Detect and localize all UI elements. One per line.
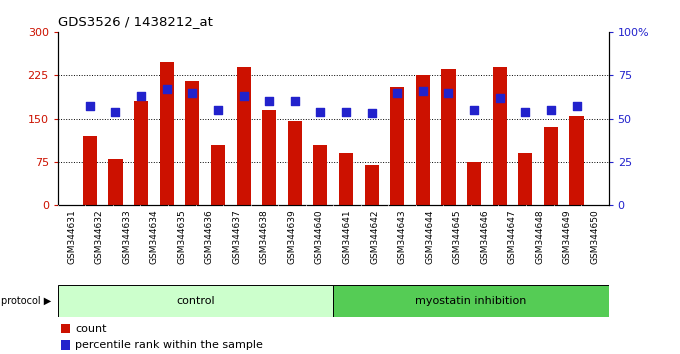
- Text: GSM344640: GSM344640: [315, 210, 324, 264]
- Bar: [518, 153, 532, 205]
- Point: [110, 109, 121, 114]
- Text: GSM344633: GSM344633: [122, 210, 131, 264]
- Bar: [415, 75, 430, 205]
- Text: GSM344631: GSM344631: [67, 210, 76, 264]
- FancyBboxPatch shape: [333, 285, 609, 317]
- Text: GSM344644: GSM344644: [425, 210, 434, 264]
- Point: [264, 98, 275, 104]
- Point: [443, 90, 454, 96]
- Point: [315, 109, 326, 114]
- Point: [469, 107, 479, 113]
- Point: [392, 90, 403, 96]
- Point: [571, 104, 582, 109]
- FancyBboxPatch shape: [58, 285, 333, 317]
- Bar: [544, 127, 558, 205]
- Text: GSM344650: GSM344650: [590, 210, 599, 264]
- Bar: [339, 153, 353, 205]
- Text: myostatin inhibition: myostatin inhibition: [415, 296, 526, 306]
- Text: GSM344635: GSM344635: [177, 210, 186, 264]
- Bar: [211, 144, 225, 205]
- Bar: [569, 116, 583, 205]
- Text: control: control: [176, 296, 215, 306]
- Text: count: count: [75, 324, 107, 333]
- Bar: [390, 87, 405, 205]
- Point: [187, 90, 198, 96]
- Point: [84, 104, 95, 109]
- Bar: [108, 159, 122, 205]
- Bar: [313, 144, 328, 205]
- Bar: [185, 81, 199, 205]
- Bar: [237, 67, 251, 205]
- Point: [136, 93, 147, 99]
- Text: GSM344634: GSM344634: [150, 210, 158, 264]
- Text: GSM344649: GSM344649: [563, 210, 572, 264]
- Text: percentile rank within the sample: percentile rank within the sample: [75, 340, 263, 350]
- Text: protocol ▶: protocol ▶: [1, 296, 52, 306]
- Bar: [83, 136, 97, 205]
- Point: [520, 109, 530, 114]
- Bar: [61, 324, 71, 333]
- Text: GSM344645: GSM344645: [453, 210, 462, 264]
- Text: GSM344636: GSM344636: [205, 210, 214, 264]
- Text: GSM344639: GSM344639: [288, 210, 296, 264]
- Text: GDS3526 / 1438212_at: GDS3526 / 1438212_at: [58, 15, 213, 28]
- Bar: [467, 162, 481, 205]
- Text: GSM344641: GSM344641: [343, 210, 352, 264]
- Bar: [492, 67, 507, 205]
- Point: [238, 93, 249, 99]
- Bar: [160, 62, 174, 205]
- Text: GSM344638: GSM344638: [260, 210, 269, 264]
- Point: [161, 86, 172, 92]
- Point: [418, 88, 428, 94]
- Point: [545, 107, 556, 113]
- Text: GSM344643: GSM344643: [398, 210, 407, 264]
- Text: GSM344648: GSM344648: [535, 210, 544, 264]
- Bar: [61, 340, 71, 350]
- Point: [494, 95, 505, 101]
- Text: GSM344646: GSM344646: [480, 210, 489, 264]
- Text: GSM344642: GSM344642: [370, 210, 379, 264]
- Bar: [441, 69, 456, 205]
- Point: [341, 109, 352, 114]
- Bar: [262, 110, 276, 205]
- Bar: [134, 101, 148, 205]
- Text: GSM344637: GSM344637: [233, 210, 241, 264]
- Text: GSM344647: GSM344647: [508, 210, 517, 264]
- Text: GSM344632: GSM344632: [95, 210, 103, 264]
- Bar: [364, 165, 379, 205]
- Point: [213, 107, 224, 113]
- Point: [290, 98, 301, 104]
- Point: [366, 110, 377, 116]
- Bar: [288, 121, 302, 205]
